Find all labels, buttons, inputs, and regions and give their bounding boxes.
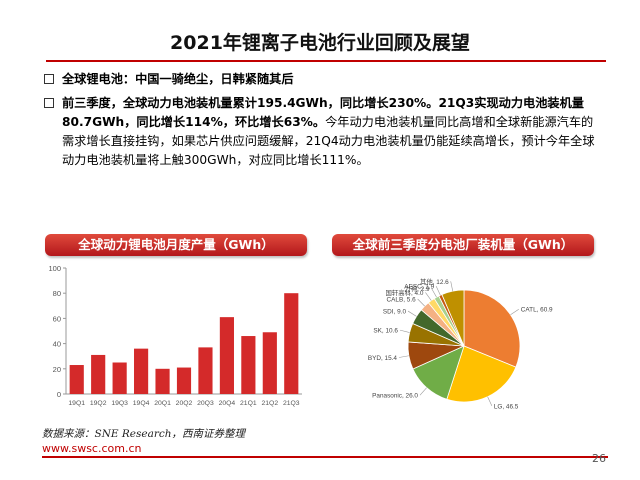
bullet-2-bold: 前三季度，全球动力电池装机量累计195.4GWh，同比增长230%。21Q3实现… [62,96,584,129]
pie-leader-line [417,298,425,307]
title-divider [46,60,606,62]
pie-leader-line [431,288,437,298]
pie-slice-label: 其他, 12.6 [420,277,449,286]
page-title: 2021年锂离子电池行业回顾及展望 [170,32,470,54]
y-tick-label: 20 [53,365,61,374]
x-tick-label: 21Q3 [283,400,300,407]
data-source: 数据来源：SNE Research，西南证券整理 [42,428,246,440]
pie-leader-line [398,355,409,358]
bar-19Q2 [91,354,106,394]
footer-divider [42,456,608,458]
pie-leader-line [450,281,454,292]
pie-slice-label: CALB, 5.6 [387,296,417,303]
pie-slice-label: 力神, 2.9 [404,284,430,293]
y-tick-label: 80 [53,289,61,298]
bar-19Q4 [134,348,149,394]
bar-19Q1 [69,365,84,394]
page-number: 26 [592,452,606,465]
bar-19Q3 [112,362,127,394]
y-tick-label: 60 [53,314,61,323]
x-tick-label: 19Q1 [68,400,85,407]
pie-slice-label: LG, 46.5 [494,403,519,410]
bar-21Q1 [241,336,256,394]
pie-slice-label: SDI, 9.0 [383,309,407,316]
pie-leader-line [425,292,432,301]
bar-21Q2 [262,332,277,394]
pie-slice-label: 国轩高科, 4.0 [385,288,423,297]
y-tick-label: 40 [53,340,61,349]
x-tick-label: 19Q4 [133,400,150,407]
bar-20Q1 [155,368,170,394]
bar-20Q3 [198,347,213,394]
pie-leader-line [419,387,427,396]
bar-20Q2 [176,367,192,394]
pie-leader-line [435,286,441,296]
x-tick-label: 21Q2 [261,400,278,407]
x-tick-label: 20Q1 [154,400,171,407]
pie-leader-line [510,308,519,316]
y-tick-label: 0 [57,390,61,399]
x-tick-label: 20Q3 [197,400,214,407]
bar-20Q4 [219,317,234,394]
x-tick-label: 19Q3 [111,400,128,407]
pie-slice-label: CATL, 60.9 [521,307,553,314]
pie-slice-label: SK, 10.6 [373,328,398,335]
monthly-output-bar-chart: 0 20 40 60 80 100 19Q1 19Q2 19Q3 19Q4 20Q1 20Q2 20Q3… [48,264,302,407]
left-chart-title: 全球动力锂电池月度产量（GWh） [45,234,307,256]
bullet-1: 全球锂电池：中国一骑绝尘，日韩紧随其后 [44,70,604,89]
pie-leader-line [487,396,493,406]
bullet-1-text: 全球锂电池：中国一骑绝尘，日韩紧随其后 [62,72,294,86]
bar-21Q3 [284,293,299,394]
pie-slice [441,289,465,347]
checkbox-bullet-icon [44,74,54,84]
x-tick-label: 21Q1 [240,400,257,407]
x-tick-label: 20Q4 [219,400,236,407]
pie-slice-label: AESC, 1.9 [404,284,434,291]
website-link[interactable]: www.swsc.com.cn [42,442,142,455]
checkbox-bullet-icon [44,98,54,108]
pie-leader-line [407,310,417,317]
right-chart-title: 全球前三季度分电池厂装机量（GWh） [332,234,594,256]
y-tick-label: 100 [48,264,61,273]
pie-slice-label: Panasonic, 26.0 [372,393,418,400]
bullet-2: 前三季度，全球动力电池装机量累计195.4GWh，同比增长230%。21Q3实现… [44,94,604,170]
installed-capacity-pie-chart: CATL, 60.9 LG, 46.5 Panasonic, 26.0 BYD, 15… [368,277,553,410]
pie-slice-label: BYD, 15.4 [368,355,398,362]
bullet-2-rest: 今年动力电池装机量同比高增和全球新能源汽车的需求增长直接挂钩，如果芯片供应问题缓… [62,115,595,167]
x-tick-label: 19Q2 [90,400,107,407]
pie-leader-line [399,329,410,333]
bullet-2-text: 前三季度，全球动力电池装机量累计195.4GWh，同比增长230%。21Q3实现… [62,94,604,170]
x-tick-label: 20Q2 [176,400,193,407]
